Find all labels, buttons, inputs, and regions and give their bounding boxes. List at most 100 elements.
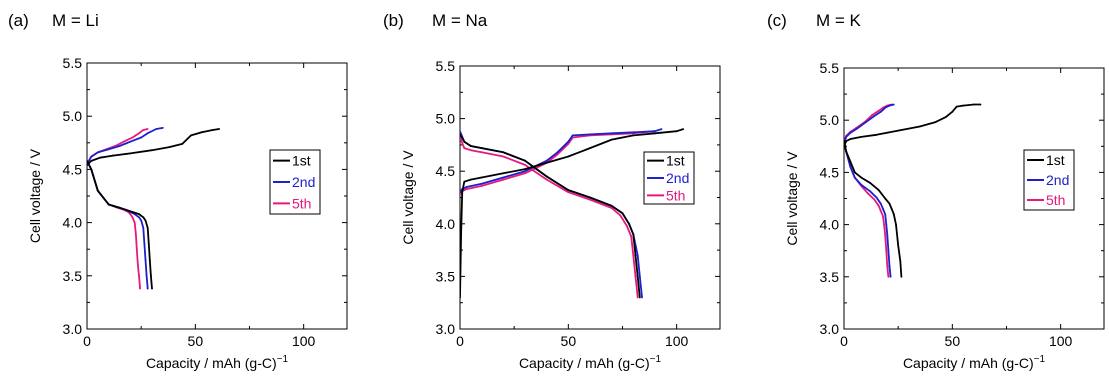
series-1st-point	[150, 274, 152, 277]
series-1st-point	[129, 152, 132, 155]
series-1st-point	[875, 133, 878, 136]
series-2nd-point	[145, 274, 148, 277]
series-2nd-point	[636, 254, 639, 257]
series-2nd-point	[144, 258, 147, 261]
x-axis-label: Capacity / mAh (g-C)−1	[903, 354, 1046, 371]
series-5th-point	[883, 223, 885, 226]
y-tick-label: 3.0	[63, 321, 83, 337]
series-5th-point	[884, 234, 887, 236]
series-1st-point	[524, 159, 526, 162]
series-5th-point	[567, 142, 570, 145]
series-1st-point	[90, 168, 93, 171]
legend-label-2nd: 2nd	[1046, 172, 1069, 188]
series-5th-point	[871, 114, 874, 116]
y-axis-label: Cell voltage / V	[784, 151, 800, 246]
series-2nd-point	[142, 227, 145, 229]
x-axis-label: Capacity / mAh (g-C)−1	[146, 354, 289, 371]
series-1st-point	[634, 254, 637, 257]
series-5th-point	[460, 193, 461, 196]
series-2nd-point	[892, 103, 895, 106]
series-1st-point	[636, 275, 639, 278]
series-2nd-point	[875, 196, 878, 199]
series-1st-point	[632, 233, 635, 236]
panel-c: (c) M = K 3.0 3.5 4.0 4.5 5.0 5.5 0 50 100Capacity…	[767, 11, 1105, 371]
series-1st-charge-line	[844, 103, 981, 147]
series-2nd-charge-line	[844, 103, 895, 144]
y-axis-label: Cell voltage / V	[27, 148, 43, 243]
legend-label-5th: 5th	[292, 195, 311, 211]
series-1st-point	[200, 131, 203, 134]
series-1st-point	[144, 219, 147, 222]
series-2nd-point	[886, 234, 889, 236]
series-2nd-point	[610, 132, 613, 135]
series-2nd-point	[888, 265, 891, 268]
series-1st-point	[480, 176, 483, 179]
series-1st-point	[899, 260, 902, 263]
series-1st-point	[849, 138, 852, 140]
legend-label-5th: 5th	[666, 187, 685, 203]
series-1st-point	[469, 178, 472, 181]
series-2nd-point	[849, 166, 852, 169]
series-2nd-point	[887, 249, 890, 252]
series-2nd-point	[460, 130, 461, 133]
series-2nd-charge-line	[87, 127, 163, 165]
series-2nd-point	[90, 155, 93, 158]
series-5th-point	[135, 248, 138, 251]
series-1st-point	[181, 142, 184, 145]
legend-label-1st: 1st	[666, 153, 685, 169]
series-2nd-point	[879, 202, 882, 205]
series-1st-point	[578, 151, 581, 154]
series-1st-point	[545, 175, 548, 178]
y-tick-label: 3.5	[436, 268, 456, 284]
series-5th-point	[877, 109, 880, 112]
series-2nd-point	[107, 148, 110, 151]
series-1st-point	[138, 213, 140, 215]
series-2nd-point	[853, 176, 856, 179]
panel-b: (b) M = Na 3.0 3.5 4.0 4.5 5.0 5.5 0 50 100Capacit…	[383, 11, 721, 371]
series-1st-point	[480, 147, 483, 149]
series-2nd-point	[869, 190, 871, 193]
series-2nd-point	[864, 121, 867, 124]
series-1st-point	[112, 154, 114, 157]
series-1st-charge-line	[87, 128, 220, 166]
x-tick-label: 0	[83, 333, 91, 349]
series-5th-point	[465, 188, 468, 190]
series-1st-point	[151, 149, 153, 152]
series-5th-point	[634, 275, 637, 278]
series-5th-point	[502, 155, 505, 158]
series-1st-point	[460, 233, 462, 236]
series-1st-point	[469, 145, 472, 147]
series-2nd-discharge-line	[460, 130, 643, 298]
y-tick-label: 4.5	[436, 163, 456, 179]
series-1st-point	[675, 130, 678, 133]
series-1st-point	[211, 129, 214, 131]
series-1st-point	[853, 171, 856, 174]
series-5th-point	[625, 225, 628, 227]
series-2nd-point	[641, 296, 643, 299]
series-1st-point	[849, 161, 852, 163]
series-5th-discharge-line	[460, 137, 639, 298]
panel-a: (a) M = Li 3.0 3.5 4.0 4.5 5.0 5.5 0 50 100Capacit…	[8, 11, 348, 371]
series-2nd-point	[660, 128, 663, 131]
series-2nd-point	[502, 176, 505, 179]
series-1st-point	[890, 208, 893, 210]
panel-label: (b)	[383, 11, 404, 30]
series-2nd-point	[873, 115, 876, 117]
series-1st-point	[463, 180, 466, 183]
series-2nd-point	[567, 140, 570, 143]
series-1st-point	[524, 168, 526, 170]
series-1st-point	[951, 110, 954, 113]
series-1st-point	[545, 161, 548, 164]
series-1st-point	[628, 222, 630, 225]
series-1st-point	[567, 155, 570, 158]
series-5th-point	[589, 198, 591, 201]
series-5th-point	[146, 128, 149, 130]
panel-title: M = Na	[432, 11, 488, 30]
x-tick-label: 0	[456, 333, 464, 349]
series-5th-point	[567, 191, 570, 194]
series-1st-point	[87, 164, 88, 167]
series-5th-point	[524, 163, 526, 166]
series-1st-point	[461, 191, 464, 194]
series-2nd-point	[882, 208, 884, 210]
series-1st-discharge-line	[844, 140, 903, 277]
